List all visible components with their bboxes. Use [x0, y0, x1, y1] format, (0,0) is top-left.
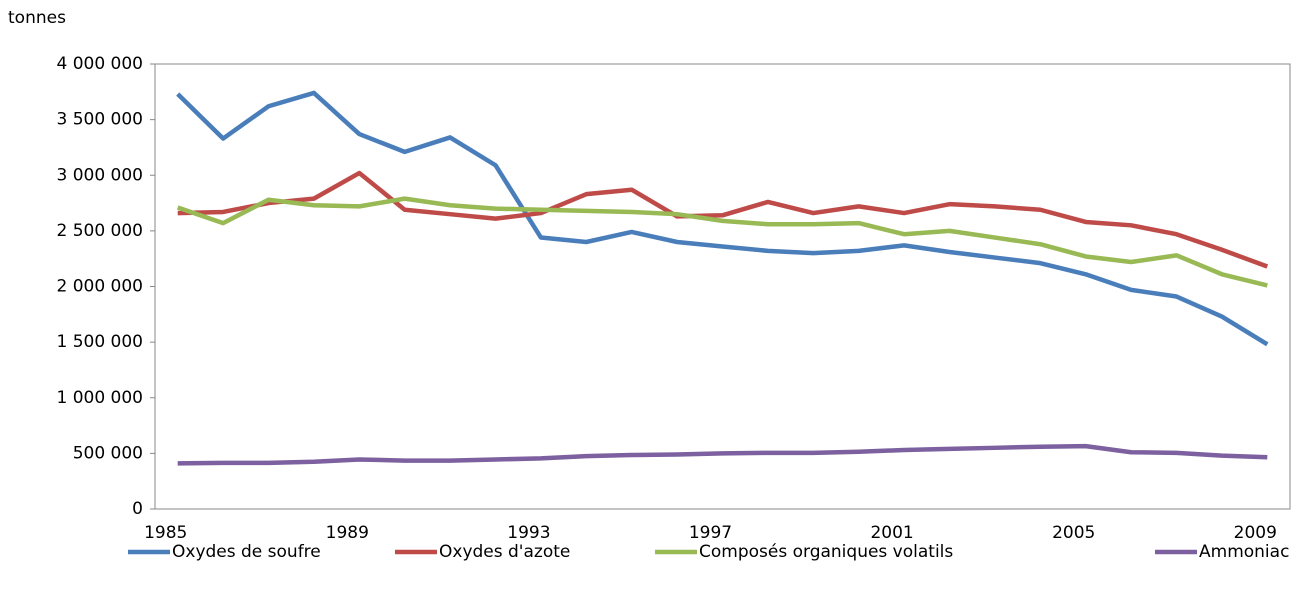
- x-tick-label: 1985: [144, 523, 187, 543]
- y-tick-label: 500 000: [73, 443, 143, 463]
- x-tick-label: 2005: [1052, 523, 1095, 543]
- series-line: [176, 196, 1268, 288]
- x-tick-label: 2001: [870, 523, 913, 543]
- series-line: [177, 170, 1269, 269]
- legend-label: Oxydes d'azote: [439, 542, 570, 562]
- y-tick-label: 3 000 000: [56, 165, 143, 185]
- legend-label: Composés organiques volatils: [699, 542, 953, 562]
- y-tick-label: 1 000 000: [56, 388, 143, 408]
- x-tick-label: 1997: [689, 523, 732, 543]
- x-tick-label: 1993: [507, 523, 550, 543]
- y-tick-label: 2 000 000: [56, 277, 143, 297]
- y-tick-label: 3 500 000: [56, 110, 143, 130]
- legend-label: Oxydes de soufre: [172, 542, 321, 562]
- y-tick-label: 2 500 000: [56, 221, 143, 241]
- legend-label: Ammoniac: [1199, 542, 1289, 562]
- series-line: [176, 90, 1269, 347]
- y-tick-label: 4 000 000: [56, 54, 143, 74]
- y-axis-label: tonnes: [8, 8, 66, 28]
- series-line: [177, 443, 1268, 466]
- x-tick-label: 2009: [1234, 523, 1277, 543]
- y-tick-label: 1 500 000: [56, 332, 143, 352]
- y-tick-label: 0: [132, 499, 143, 519]
- x-tick-label: 1989: [326, 523, 369, 543]
